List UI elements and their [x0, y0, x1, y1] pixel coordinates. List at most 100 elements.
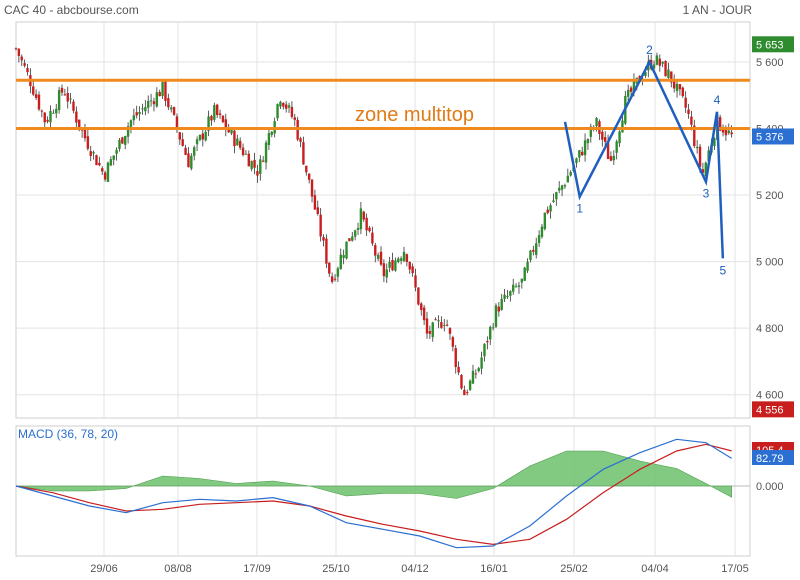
candle — [629, 85, 633, 97]
candle — [135, 105, 138, 119]
y-tick-label: 5 000 — [756, 257, 784, 269]
candle — [98, 156, 101, 167]
candle — [661, 61, 664, 68]
candle — [336, 266, 340, 283]
candle — [471, 364, 475, 385]
candle — [537, 230, 541, 247]
candle — [526, 258, 529, 273]
candle — [339, 248, 342, 270]
candle — [362, 210, 365, 222]
candle — [155, 87, 159, 108]
candle — [569, 170, 572, 177]
candle — [385, 263, 388, 284]
candle — [204, 129, 207, 142]
candle — [167, 93, 170, 111]
candle — [491, 323, 495, 331]
candle — [14, 47, 18, 51]
candle — [115, 147, 118, 161]
candle — [486, 336, 489, 350]
candle — [434, 317, 437, 321]
candle — [178, 131, 182, 146]
candle — [213, 102, 216, 123]
candle — [365, 213, 368, 236]
candle — [399, 256, 403, 265]
candle — [330, 272, 334, 284]
candle — [529, 249, 532, 263]
macd-panel: 0.000105.482.79 — [15, 438, 794, 549]
wave-label: 4 — [714, 93, 721, 107]
candle — [506, 289, 509, 299]
svg-text:82.79: 82.79 — [756, 453, 784, 465]
candle — [348, 238, 351, 242]
candle — [558, 181, 561, 194]
candle — [126, 122, 130, 144]
candle — [601, 127, 604, 147]
candle — [328, 262, 331, 277]
svg-text:4 556: 4 556 — [756, 404, 784, 416]
x-tick-label: 29/06 — [90, 563, 118, 575]
zone-label: zone multitop — [355, 104, 474, 126]
candle — [287, 102, 291, 114]
candle — [356, 222, 360, 235]
x-tick-label: 08/08 — [164, 563, 192, 575]
candle — [101, 166, 104, 176]
candle — [181, 132, 184, 147]
candle — [543, 212, 547, 231]
candle — [218, 109, 222, 119]
candle — [428, 325, 432, 339]
price-tag: 5 653 — [752, 36, 794, 53]
timeframe-label[interactable]: 1 AN - JOUR — [682, 3, 752, 17]
candle — [290, 101, 294, 119]
candle — [503, 288, 506, 303]
candle — [250, 160, 253, 172]
candle — [368, 226, 371, 233]
candle — [713, 137, 716, 150]
y-tick-label: 5 200 — [756, 190, 784, 202]
candle — [695, 140, 699, 154]
x-tick-label: 25/02 — [560, 563, 588, 575]
candle — [468, 379, 472, 392]
candle — [563, 183, 567, 189]
svg-text:5 653: 5 653 — [756, 39, 784, 51]
candle — [489, 325, 492, 345]
wave-label: 3 — [703, 187, 710, 201]
candle — [463, 385, 466, 396]
candle — [141, 103, 144, 115]
y-tick-label: 5 600 — [756, 57, 784, 69]
candle — [224, 113, 228, 137]
candle — [500, 293, 503, 311]
x-tick-label: 04/12 — [401, 563, 429, 575]
wave-count: 1 2 3 4 5 — [563, 43, 726, 277]
candle — [20, 54, 23, 67]
macd-line — [15, 438, 732, 549]
macd-value-tag: 82.79 — [752, 450, 794, 465]
candle — [267, 128, 271, 151]
candle — [655, 52, 659, 66]
price-tag: 4 556 — [752, 401, 794, 418]
candle — [34, 89, 38, 100]
candle — [253, 152, 256, 175]
candle — [517, 281, 521, 294]
candle — [532, 245, 535, 256]
candle — [535, 237, 538, 259]
candle — [675, 80, 679, 98]
candle — [92, 150, 95, 160]
candle — [17, 48, 21, 63]
candle — [431, 321, 434, 342]
candle — [606, 134, 610, 160]
candle — [190, 153, 193, 171]
candle — [75, 106, 78, 129]
candle — [422, 304, 426, 325]
candle — [388, 256, 391, 273]
candle — [299, 136, 302, 148]
candle — [72, 99, 75, 114]
candle — [215, 103, 219, 118]
candle — [236, 134, 239, 146]
candle — [66, 86, 69, 109]
candle — [546, 206, 549, 215]
candle — [313, 189, 317, 210]
candle — [566, 168, 570, 183]
candle — [345, 241, 348, 260]
resistance-lines — [16, 78, 750, 130]
candle — [184, 144, 187, 156]
